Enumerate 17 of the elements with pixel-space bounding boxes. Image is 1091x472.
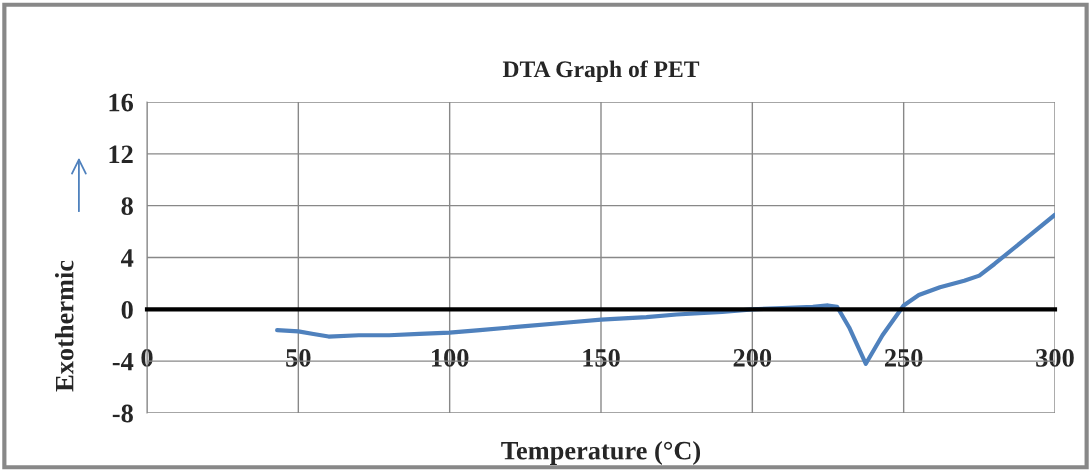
x-tick-label: 250 — [884, 348, 923, 367]
x-tick-label: 300 — [1036, 348, 1074, 367]
x-tick-label: 200 — [733, 348, 772, 367]
y-axis-title: Exothermic — [54, 260, 74, 392]
x-tick-label: 150 — [583, 348, 620, 367]
y-tick-label: 0 — [121, 300, 133, 319]
y-tick-label: 12 — [109, 145, 133, 163]
y-tick-label: -4 — [112, 352, 134, 371]
x-tick-label: 100 — [431, 348, 469, 367]
y-tick-label: -8 — [112, 404, 133, 423]
x-axis-title: Temperature (°C) — [501, 440, 701, 465]
y-tick-label: 4 — [120, 249, 134, 267]
chart-title: DTA Graph of PET — [502, 60, 700, 83]
y-tick-label: 8 — [121, 197, 133, 216]
x-tick-label: 50 — [286, 348, 311, 367]
x-tick-label: 0 — [141, 348, 153, 367]
y-tick-label: 16 — [109, 93, 134, 112]
